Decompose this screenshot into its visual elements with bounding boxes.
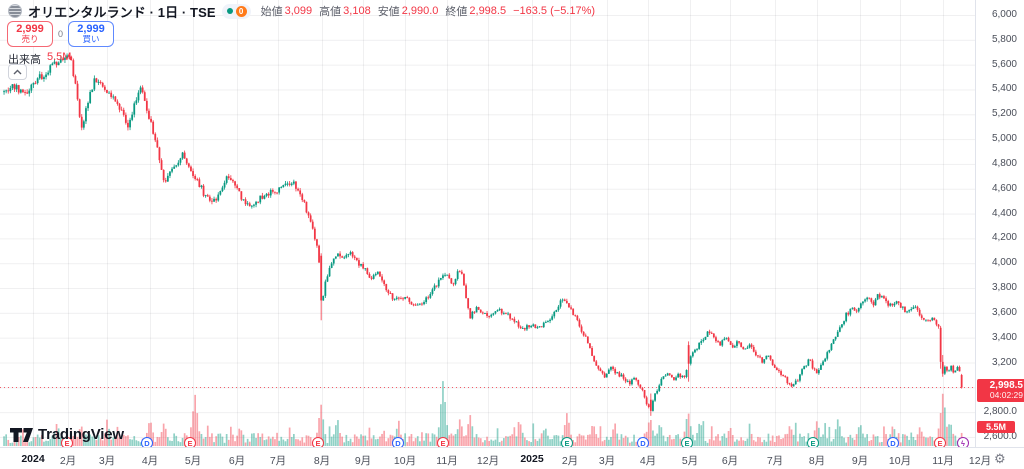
time-axis-label: 4月 <box>141 455 159 467</box>
timeline-event-marker-E[interactable]: E <box>312 437 324 449</box>
chart-legend-header: オリエンタルランド · 1日 · TSE 0 始値 3,099 高値 3,108… <box>8 3 595 20</box>
collapse-pane-button[interactable] <box>8 64 27 80</box>
market-open-dot-icon <box>226 8 233 14</box>
time-axis-label: 8月 <box>808 455 826 467</box>
time-axis-label: 2月 <box>59 455 77 467</box>
low-value: 2,990.0 <box>401 5 439 17</box>
time-axis-label: 3月 <box>98 455 116 467</box>
last-price-label: 2,998.5 04:02:29 <box>977 379 1024 402</box>
price-axis-label: 5,200 <box>991 108 1017 119</box>
price-axis-label: 4,400 <box>991 208 1017 219</box>
time-axis-label: 2月 <box>561 455 579 467</box>
time-axis-label: 5月 <box>681 455 699 467</box>
time-axis[interactable]: 2024 2月 3月 4月 5月 6月 7月 8月 9月 10月 11月 12月 2025 2月 3月 4月 5… <box>0 447 1024 469</box>
symbol-logo <box>8 4 22 18</box>
time-axis-label: 3月 <box>598 455 616 467</box>
time-axis-label: 12月 <box>476 455 500 467</box>
price-axis-label: 6,000 <box>991 9 1017 20</box>
time-axis-label: 10月 <box>393 455 417 467</box>
time-axis-label: 9月 <box>354 455 372 467</box>
time-axis-label: 11月 <box>436 455 458 467</box>
time-axis-label: 2024 <box>21 453 45 465</box>
trade-panel: 2,999 売り 0 2,999 買い <box>7 21 115 47</box>
price-axis-label: 3,400 <box>991 332 1017 343</box>
open-label: 始値 <box>260 6 283 18</box>
buy-button[interactable]: 2,999 買い <box>68 21 115 47</box>
time-axis-label: 6月 <box>228 455 246 467</box>
market-status-pill[interactable]: 0 <box>221 3 251 19</box>
time-axis-label: 7月 <box>766 455 784 467</box>
timeline-event-marker-ϟ[interactable]: ϟ <box>957 437 969 449</box>
tradingview-logo-icon <box>10 427 33 442</box>
timeline-event-marker-D[interactable]: D <box>141 437 153 449</box>
price-axis-label: 4,200 <box>991 232 1017 243</box>
time-axis-label: 8月 <box>313 455 331 467</box>
close-label: 終値 <box>445 6 468 18</box>
volume-value: 5.5M <box>47 51 72 63</box>
price-chart-canvas[interactable] <box>0 0 975 447</box>
tradingview-watermark[interactable]: TradingView <box>10 426 124 443</box>
buy-label: 買い <box>82 34 100 45</box>
volume-axis-badge: 5.5M <box>977 421 1015 433</box>
time-axis-labels: 2024 2月 3月 4月 5月 6月 7月 8月 9月 10月 11月 12月 2025 2月 3月 4月 5… <box>0 448 990 469</box>
axis-settings-gear-icon[interactable]: ⚙ <box>994 451 1006 466</box>
time-axis-label: 10月 <box>888 455 912 467</box>
price-axis-label: 4,000 <box>991 257 1017 268</box>
price-axis-label: 5,600 <box>991 59 1017 70</box>
price-axis-label: 3,200 <box>991 357 1017 368</box>
bar-countdown: 04:02:29 <box>989 390 1023 400</box>
high-label: 高値 <box>319 6 342 18</box>
price-axis-label: 5,400 <box>991 83 1017 94</box>
low-label: 安値 <box>377 6 400 18</box>
sell-price: 2,999 <box>16 22 44 35</box>
change-value: −163.5 (−5.17%) <box>513 5 596 17</box>
high-value: 3,108 <box>343 5 371 17</box>
time-axis-label: 11月 <box>932 455 954 467</box>
last-price-value: 2,998.5 <box>989 380 1023 391</box>
price-axis-label: 3,600 <box>991 307 1017 318</box>
sell-label: 売り <box>21 34 39 45</box>
notification-badge: 0 <box>235 5 247 17</box>
time-axis-label: 6月 <box>721 455 739 467</box>
time-axis-label: 7月 <box>269 455 287 467</box>
price-axis-label: 4,600 <box>991 183 1017 194</box>
time-axis-label: 4月 <box>639 455 657 467</box>
price-axis-label: 2,800.0 <box>983 406 1017 417</box>
buy-price: 2,999 <box>77 22 105 35</box>
price-axis[interactable]: 2,998.5 04:02:29 5.5M 6,000 5,800 5,600 5,4… <box>975 0 1024 447</box>
sell-button[interactable]: 2,999 売り <box>7 21 53 47</box>
price-axis-label: 3,800 <box>991 282 1017 293</box>
chevron-up-icon <box>13 69 22 75</box>
close-value: 2,998.5 <box>469 5 507 17</box>
watermark-text: TradingView <box>38 426 124 443</box>
price-axis-label: 2,600.0 <box>983 431 1017 442</box>
volume-legend: 出来高 5.5M <box>8 51 71 67</box>
open-value: 3,099 <box>284 5 313 17</box>
ohlc-legend: 始値 3,099 高値 3,108 安値 2,990.0 終値 2,998.5 … <box>261 3 595 19</box>
spread-value: 0 <box>58 29 64 39</box>
symbol-title[interactable]: オリエンタルランド · 1日 · TSE <box>28 4 216 20</box>
timeline-event-marker-D[interactable]: D <box>887 437 899 449</box>
volume-label: 出来高 <box>8 54 41 66</box>
price-axis-label: 4,800 <box>991 158 1017 169</box>
time-axis-label: 12月 <box>968 455 990 467</box>
time-axis-label: 5月 <box>184 455 202 467</box>
price-axis-label: 5,000 <box>991 133 1017 144</box>
price-axis-label: 5,800 <box>991 34 1017 45</box>
time-axis-label: 9月 <box>851 455 869 467</box>
time-axis-label: 2025 <box>520 453 544 465</box>
